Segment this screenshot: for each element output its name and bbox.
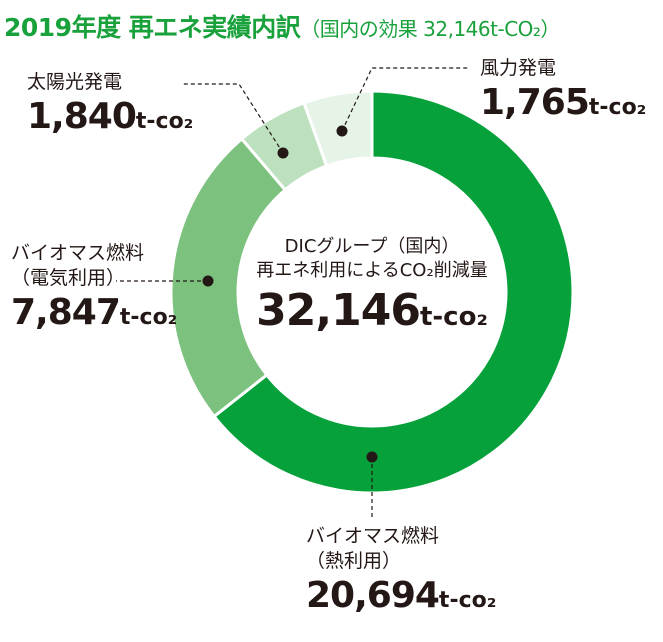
slice-biomass-electric xyxy=(169,136,288,419)
label-biomass-heat: バイオマス燃料 （熱利用） 20,694t-co₂ xyxy=(306,524,496,623)
leader-line-solar xyxy=(182,83,284,154)
label-solar-value: 1,840t-co₂ xyxy=(27,95,193,144)
label-biomass-heat-value: 20,694t-co₂ xyxy=(306,574,496,623)
wind-value: 1,765 xyxy=(480,82,590,123)
leader-dot-wind xyxy=(336,125,348,137)
label-wind: 風力発電 1,765t-co₂ xyxy=(480,56,646,130)
solar-value: 1,840 xyxy=(27,96,137,137)
label-biomass-heat-line2: （熱利用） xyxy=(306,550,402,572)
chart-title-main: 2019年度 再エネ実績内訳 xyxy=(4,13,301,42)
biomass-heat-unit: t-co₂ xyxy=(438,588,497,613)
solar-unit: t-co₂ xyxy=(135,109,194,134)
label-biomass-electric: バイオマス燃料 （電気利用） 7,847t-co₂ xyxy=(11,241,177,340)
label-wind-name: 風力発電 xyxy=(480,57,557,79)
center-total: 32,146t-co₂ xyxy=(230,283,514,345)
label-biomass-electric-value: 7,847t-co₂ xyxy=(11,291,177,340)
label-biomass-heat-line1: バイオマス燃料 xyxy=(306,525,440,547)
label-solar: 太陽光発電 1,840t-co₂ xyxy=(27,70,193,144)
wind-unit: t-co₂ xyxy=(588,95,647,120)
center-total-value: 32,146 xyxy=(256,285,421,336)
chart-title-sub: （国内の効果 32,146t-CO₂） xyxy=(300,17,560,41)
center-line-2: 再エネ利用によるCO₂削減量 xyxy=(256,260,488,281)
leader-dot-biomass-heat xyxy=(366,451,378,463)
label-biomass-electric-line1: バイオマス燃料 xyxy=(11,242,145,264)
label-wind-value: 1,765t-co₂ xyxy=(480,81,646,130)
biomass-electric-value: 7,847 xyxy=(11,292,121,333)
center-total-unit: t-co₂ xyxy=(419,302,488,332)
slice-biomass-heat xyxy=(212,89,575,495)
chart-title: 2019年度 再エネ実績内訳（国内の効果 32,146t-CO₂） xyxy=(4,8,560,44)
leader-line-wind xyxy=(341,67,468,132)
biomass-electric-unit: t-co₂ xyxy=(119,305,178,330)
leader-dot-biomass-electric xyxy=(202,275,214,287)
leader-dot-solar xyxy=(277,147,289,159)
label-solar-name: 太陽光発電 xyxy=(27,71,123,93)
center-line-1: DICグループ（国内） xyxy=(284,236,460,257)
center-label: DICグループ（国内） 再エネ利用によるCO₂削減量 32,146t-co₂ xyxy=(230,235,514,345)
label-biomass-electric-line2: （電気利用） xyxy=(11,267,126,289)
biomass-heat-value: 20,694 xyxy=(306,575,440,616)
leader-lines xyxy=(116,67,468,520)
